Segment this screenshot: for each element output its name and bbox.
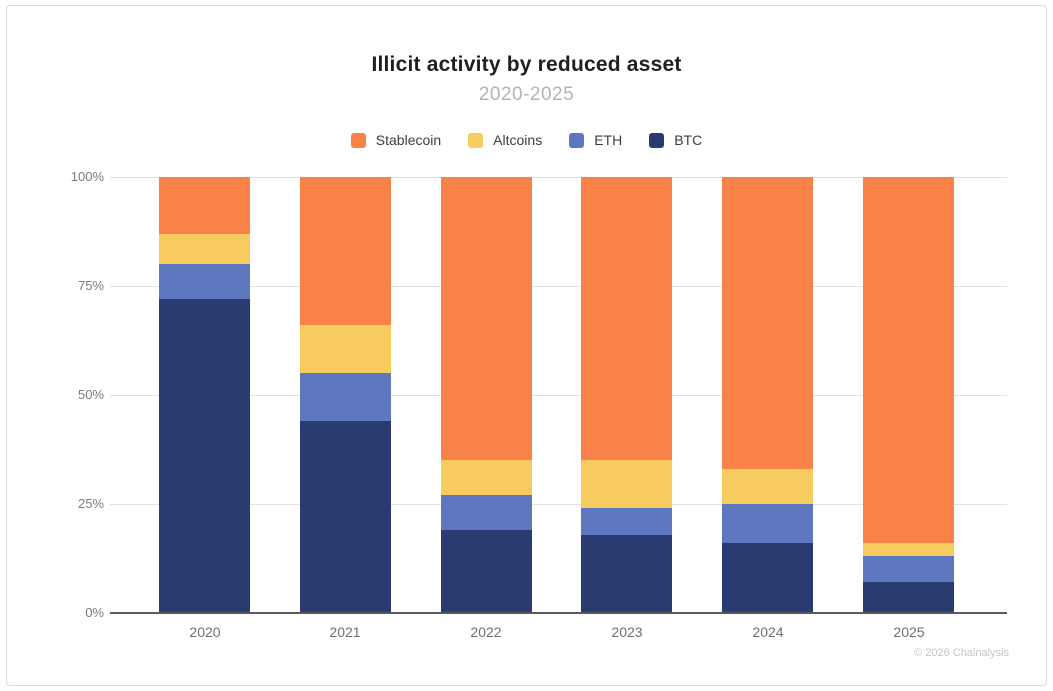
bar-segment-altcoins-2021 [300,325,391,374]
bar-segment-eth-2020 [159,264,250,300]
bar-segment-btc-2021 [300,421,391,613]
legend-swatch-btc-icon [649,132,665,148]
y-axis-tick-label: 75% [77,278,104,293]
legend-swatch-stablecoin-icon [350,132,366,148]
bar-2021 [300,177,391,613]
x-axis-tick-label: 2024 [752,624,784,640]
plot-area: 0% 25% 50% 75% 100% 2020 2021 2022 2023 2024 2025 [71,169,1007,640]
bar-segment-altcoins-2024 [722,469,813,504]
x-axis-tick-label: 2021 [329,624,361,640]
legend-item-eth: ETH [569,132,622,148]
legend-label: Stablecoin [375,132,442,148]
bar-segment-eth-2024 [722,504,813,544]
y-axis-tick-label: 50% [77,387,104,402]
y-axis-tick-label: 25% [77,496,104,511]
bar-segment-btc-2022 [441,530,532,613]
legend-label: Altcoins [493,132,543,148]
gridline-100 [110,176,1007,178]
copyright-text: © 2026 Chainalysis [914,647,1009,659]
bar-segment-btc-2024 [722,543,813,613]
bar-2025 [863,177,954,613]
legend-swatch-eth-icon [569,132,585,148]
chart-subtitle: 2020-2025 [478,84,575,105]
bar-segment-stablecoin-2023 [581,177,672,461]
legend-swatch-altcoins-icon [468,132,484,148]
legend-label: BTC [674,132,703,148]
bar-2024 [722,177,813,613]
chart-title: Illicit activity by reduced asset [371,53,682,76]
bar-segment-btc-2025 [863,582,954,613]
gridline-75 [110,285,1007,287]
x-axis-tick-label: 2022 [470,624,502,640]
bar-segment-altcoins-2025 [863,543,954,557]
legend: Stablecoin Altcoins ETH BTC [7,130,1046,150]
gridline-50 [110,394,1007,396]
bar-segment-stablecoin-2022 [441,177,532,461]
bar-segment-eth-2023 [581,508,672,535]
bar-segment-stablecoin-2020 [159,177,250,234]
gridline-25 [110,503,1007,505]
bar-2022 [441,177,532,613]
bar-segment-btc-2020 [159,299,250,613]
legend-item-btc: BTC [649,132,702,148]
bar-segment-btc-2023 [581,534,672,613]
bar-segment-altcoins-2022 [441,460,532,496]
bar-2020 [159,177,250,613]
bar-segment-eth-2022 [441,495,532,531]
x-axis-tick-label: 2023 [611,624,643,640]
y-axis-tick-label: 100% [70,169,104,184]
legend-label: ETH [594,132,623,148]
y-axis-tick-label: 0% [85,605,104,620]
bar-segment-altcoins-2020 [159,233,250,265]
bar-segment-stablecoin-2025 [863,177,954,544]
bar-segment-eth-2025 [863,556,954,583]
legend-item-stablecoin: Stablecoin [350,132,442,148]
legend-item-altcoins: Altcoins [468,132,542,148]
x-axis-tick-label: 2020 [189,624,221,640]
x-axis-line [110,612,1007,614]
bar-2023 [581,177,672,613]
bar-segment-stablecoin-2021 [300,177,391,326]
bar-segment-altcoins-2023 [581,460,672,509]
x-axis-tick-label: 2025 [893,624,925,640]
bar-segment-stablecoin-2024 [722,177,813,470]
bar-segment-eth-2021 [300,373,391,422]
chart-card: Illicit activity by reduced asset 2020-2… [6,5,1047,686]
